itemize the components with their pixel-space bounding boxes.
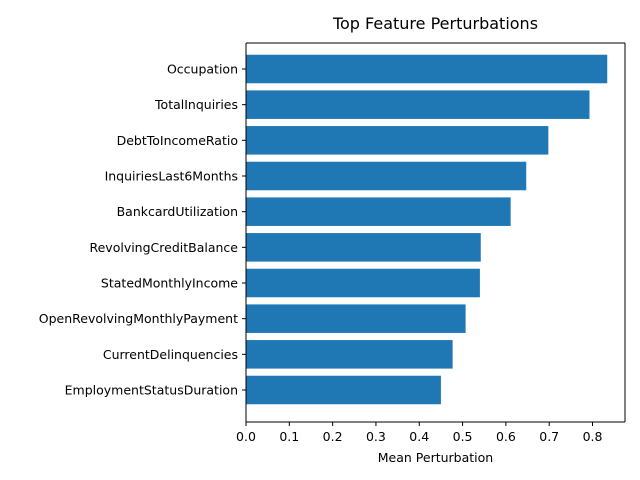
bar-RevolvingCreditBalance (246, 233, 481, 262)
y-tick-label: TotalInquiries (154, 97, 238, 112)
x-tick-label: 0.5 (453, 429, 473, 444)
x-axis-ticks: 0.0 0.1 0.2 0.3 0.4 0.5 0.6 0.7 0.8 (236, 422, 602, 444)
x-tick-label: 0.6 (496, 429, 516, 444)
x-tick-label: 0.8 (583, 429, 603, 444)
y-tick-label: EmploymentStatusDuration (65, 383, 238, 398)
bar-InquiriesLast6Months (246, 161, 527, 191)
x-tick-label: 0.2 (323, 429, 343, 444)
x-axis-label: Mean Perturbation (378, 450, 493, 465)
bar-CurrentDelinquencies (246, 340, 453, 369)
x-tick-label: 0.3 (366, 429, 386, 444)
y-tick-label: OpenRevolvingMonthlyPayment (39, 311, 238, 326)
bars-group (246, 54, 608, 405)
y-tick-label: CurrentDelinquencies (103, 347, 238, 362)
bar-EmploymentStatusDuration (246, 375, 441, 405)
x-tick-label: 0.1 (279, 429, 299, 444)
bar-OpenRevolvingMonthlyPayment (246, 304, 466, 333)
y-tick-label: StatedMonthlyIncome (101, 276, 238, 291)
y-tick-label: DebtToIncomeRatio (117, 133, 238, 148)
chart-title: Top Feature Perturbations (332, 14, 538, 33)
axes-frame (245, 42, 626, 423)
bar-TotalInquiries (246, 90, 590, 119)
bar-BankcardUtilization (246, 197, 511, 226)
bar-Occupation (246, 54, 608, 84)
bar-DebtToIncomeRatio (246, 126, 549, 155)
x-tick-label: 0.4 (409, 429, 429, 444)
x-tick-label: 0.7 (539, 429, 559, 444)
bar-StatedMonthlyIncome (246, 268, 480, 298)
y-tick-label: BankcardUtilization (117, 204, 238, 219)
y-axis-ticks: Occupation TotalInquiries DebtToIncomeRati… (39, 62, 246, 398)
x-tick-label: 0.0 (236, 429, 256, 444)
y-tick-label: InquiriesLast6Months (105, 169, 238, 184)
y-tick-label: Occupation (167, 62, 238, 77)
y-tick-label: RevolvingCreditBalance (89, 240, 238, 255)
